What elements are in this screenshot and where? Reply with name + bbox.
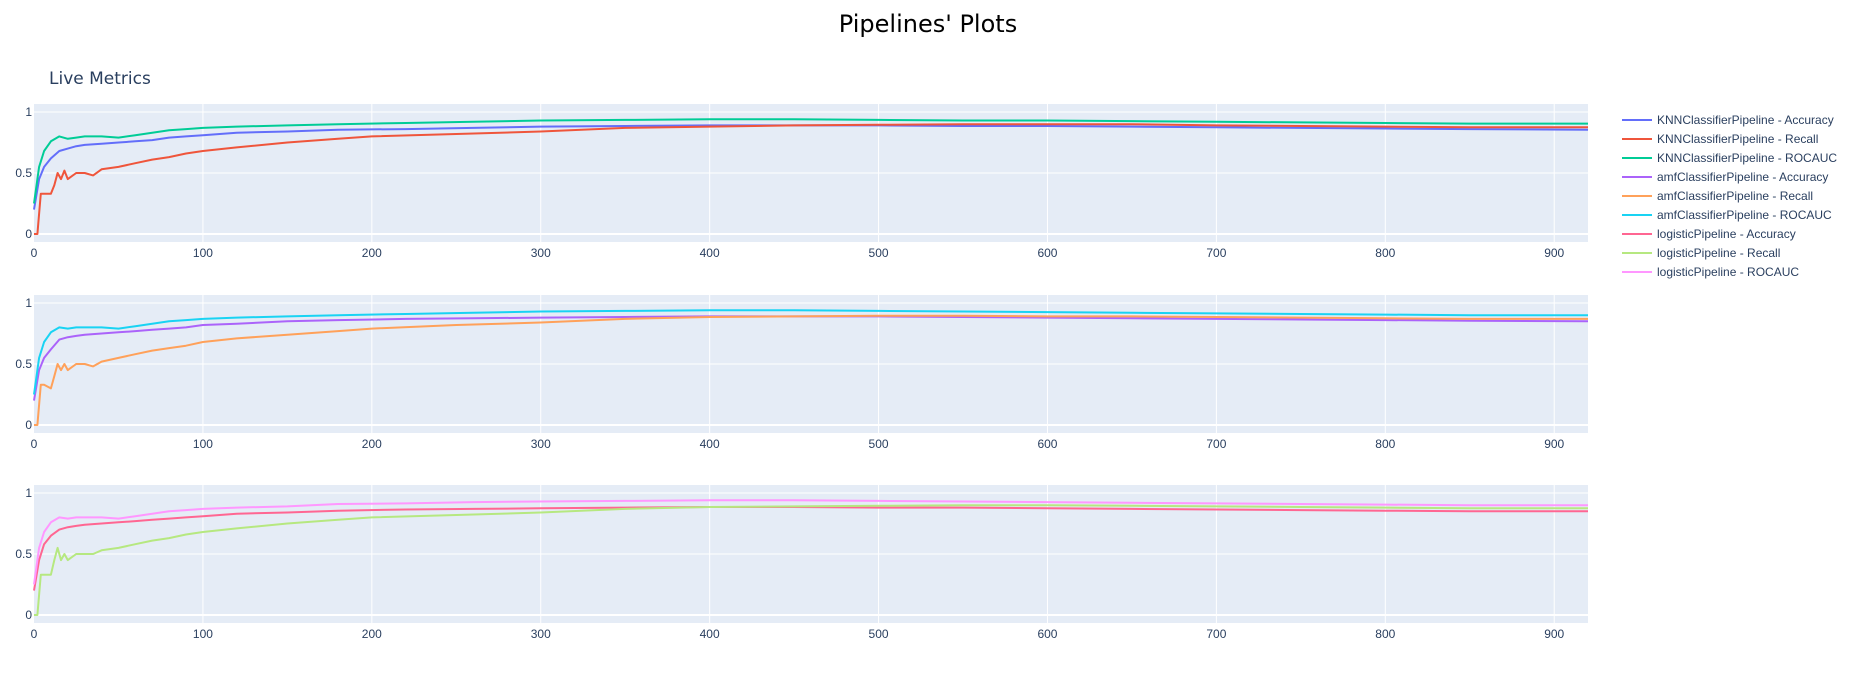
x-tick-label: 300 [531, 627, 551, 641]
legend: KNNClassifierPipeline - Accuracy KNNClass… [1622, 110, 1837, 281]
legend-swatch [1622, 251, 1652, 254]
legend-label: KNNClassifierPipeline - Accuracy [1657, 112, 1834, 127]
legend-label: amfClassifierPipeline - Accuracy [1657, 169, 1829, 184]
subplot-3: 0 100 200 300 400 500 600 700 800 900 0 0.5 1 [15, 485, 1588, 641]
legend-swatch [1622, 270, 1652, 273]
x-tick-label: 800 [1375, 627, 1395, 641]
legend-item[interactable]: KNNClassifierPipeline - ROCAUC [1622, 148, 1837, 167]
x-tick-label: 800 [1375, 246, 1395, 260]
x-tick-label: 200 [362, 437, 382, 451]
y-tick-label: 1 [25, 105, 32, 119]
y-tick-label: 0.5 [15, 547, 32, 561]
legend-item[interactable]: logisticPipeline - Accuracy [1622, 224, 1837, 243]
x-tick-label: 400 [700, 437, 720, 451]
x-tick-label: 400 [700, 627, 720, 641]
legend-item[interactable]: logisticPipeline - Recall [1622, 243, 1837, 262]
y-tick-label: 0 [25, 608, 32, 622]
x-tick-label: 600 [1037, 246, 1057, 260]
series-line [33, 124, 1589, 210]
page-title: Pipelines' Plots [838, 10, 1018, 38]
x-tick-label: 0 [31, 627, 38, 641]
legend-item[interactable]: amfClassifierPipeline - Accuracy [1622, 167, 1837, 186]
legend-swatch [1622, 232, 1652, 235]
legend-swatch [1622, 175, 1652, 178]
legend-label: KNNClassifierPipeline - ROCAUC [1657, 150, 1838, 165]
series-line [34, 504, 1588, 616]
legend-item[interactable]: amfClassifierPipeline - Recall [1622, 186, 1837, 205]
legend-label: amfClassifierPipeline - Recall [1657, 188, 1814, 203]
series-line [34, 123, 1588, 235]
x-tick-label: 200 [362, 627, 382, 641]
x-tick-label: 700 [1206, 627, 1226, 641]
legend-item[interactable]: logisticPipeline - ROCAUC [1622, 262, 1837, 281]
series-line [33, 506, 1588, 591]
x-tick-label: 100 [193, 627, 213, 641]
y-tick-label: 0.5 [15, 166, 32, 180]
x-tick-label: 800 [1375, 437, 1395, 451]
x-tick-label: 200 [362, 246, 382, 260]
x-tick-label: 100 [193, 437, 213, 451]
x-tick-label: 500 [869, 246, 889, 260]
x-tick-label: 300 [531, 437, 551, 451]
subplot-2: 0 100 200 300 400 500 600 700 800 900 0 0.5 1 [15, 295, 1589, 451]
x-tick-label: 100 [193, 246, 213, 260]
series-line [33, 309, 1588, 395]
x-tick-label: 900 [1544, 437, 1564, 451]
y-tick-label: 1 [25, 486, 32, 500]
legend-swatch [1622, 156, 1652, 159]
legend-swatch [1622, 118, 1652, 121]
x-tick-label: 500 [869, 437, 889, 451]
legend-swatch [1622, 213, 1652, 216]
x-tick-label: 0 [31, 246, 38, 260]
x-tick-label: 400 [700, 246, 720, 260]
legend-item[interactable]: amfClassifierPipeline - ROCAUC [1622, 205, 1837, 224]
y-tick-label: 0.5 [15, 357, 32, 371]
chart-subtitle: Live Metrics [49, 69, 151, 89]
legend-label: amfClassifierPipeline - ROCAUC [1657, 207, 1832, 222]
legend-label: KNNClassifierPipeline - Recall [1657, 131, 1819, 146]
y-tick-label: 1 [25, 296, 32, 310]
x-tick-label: 600 [1037, 437, 1057, 451]
x-tick-label: 0 [31, 437, 38, 451]
x-tick-label: 700 [1206, 246, 1226, 260]
y-tick-label: 0 [25, 418, 32, 432]
legend-swatch [1622, 137, 1652, 140]
legend-swatch [1622, 194, 1652, 197]
series-line [33, 499, 1588, 585]
x-tick-label: 700 [1206, 437, 1226, 451]
y-tick-label: 0 [25, 227, 32, 241]
series-line [34, 314, 1588, 426]
legend-label: logisticPipeline - ROCAUC [1657, 264, 1800, 279]
legend-label: logisticPipeline - Recall [1657, 245, 1781, 260]
series-line [33, 315, 1589, 401]
x-tick-label: 300 [531, 246, 551, 260]
legend-label: logisticPipeline - Accuracy [1657, 226, 1796, 241]
x-tick-label: 900 [1544, 246, 1564, 260]
series-line [33, 118, 1588, 204]
subplot-1: 0 100 200 300 400 500 600 700 800 900 0 0.5 1 [15, 104, 1589, 260]
legend-item[interactable]: KNNClassifierPipeline - Recall [1622, 129, 1837, 148]
x-tick-label: 900 [1544, 627, 1564, 641]
x-tick-label: 600 [1037, 627, 1057, 641]
legend-item[interactable]: KNNClassifierPipeline - Accuracy [1622, 110, 1837, 129]
x-tick-label: 500 [869, 627, 889, 641]
